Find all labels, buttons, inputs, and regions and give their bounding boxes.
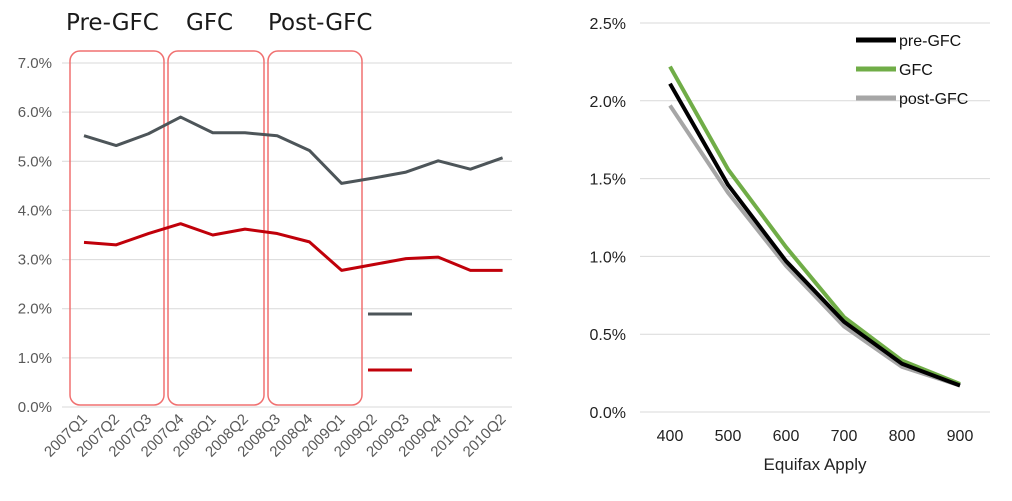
right-x-axis-title: Equifax Apply [763, 455, 867, 474]
right-x-tick-label: 700 [831, 428, 858, 445]
period-box [267, 50, 363, 406]
right-legend-label: GFC [899, 62, 933, 79]
right-y-tick-label: 0.0% [590, 405, 626, 422]
right-y-tick-label: 2.5% [590, 16, 626, 33]
right-series-line [668, 82, 961, 388]
left-y-tick-label: 2.0% [18, 301, 52, 318]
right-x-tick-label: 600 [773, 428, 800, 445]
period-label: Post-GFC [268, 10, 372, 36]
period-box [167, 50, 265, 406]
right-y-tick-label: 2.0% [590, 94, 626, 111]
right-y-tick-label: 0.5% [590, 327, 626, 344]
right-series-line [668, 104, 961, 388]
left-y-tick-label: 0.0% [18, 399, 52, 416]
period-label: GFC [186, 10, 233, 36]
period-label: Pre-GFC [66, 10, 159, 36]
right-x-tick-label: 400 [657, 428, 684, 445]
left-y-tick-label: 1.0% [18, 350, 52, 367]
left-series-line [83, 115, 504, 185]
right-y-tick-label: 1.0% [590, 249, 626, 266]
left-series-line [83, 222, 503, 272]
right-x-tick-label: 800 [889, 428, 916, 445]
left-y-tick-label: 6.0% [18, 104, 52, 121]
right-x-tick-label: 500 [715, 428, 742, 445]
period-box [69, 50, 165, 406]
right-legend-label: post-GFC [899, 91, 968, 108]
left-y-tick-label: 3.0% [18, 252, 52, 269]
right-x-tick-label: 900 [947, 428, 974, 445]
right-y-tick-label: 1.5% [590, 172, 626, 189]
left-y-tick-label: 4.0% [18, 202, 52, 219]
left-y-tick-label: 7.0% [18, 55, 52, 72]
left-line-chart: 0.0% 1.0% 2.0% 3.0% 4.0% 5.0% 6.0% 7.0% Pre-GFC… [18, 10, 512, 461]
right-series-line [668, 65, 961, 386]
right-line-chart: 0.0% 0.5% 1.0% 1.5% 2.0% 2.5% 400 500 600 700 800… [590, 16, 990, 474]
right-legend-label: pre-GFC [899, 33, 961, 50]
left-y-tick-label: 5.0% [18, 153, 52, 170]
